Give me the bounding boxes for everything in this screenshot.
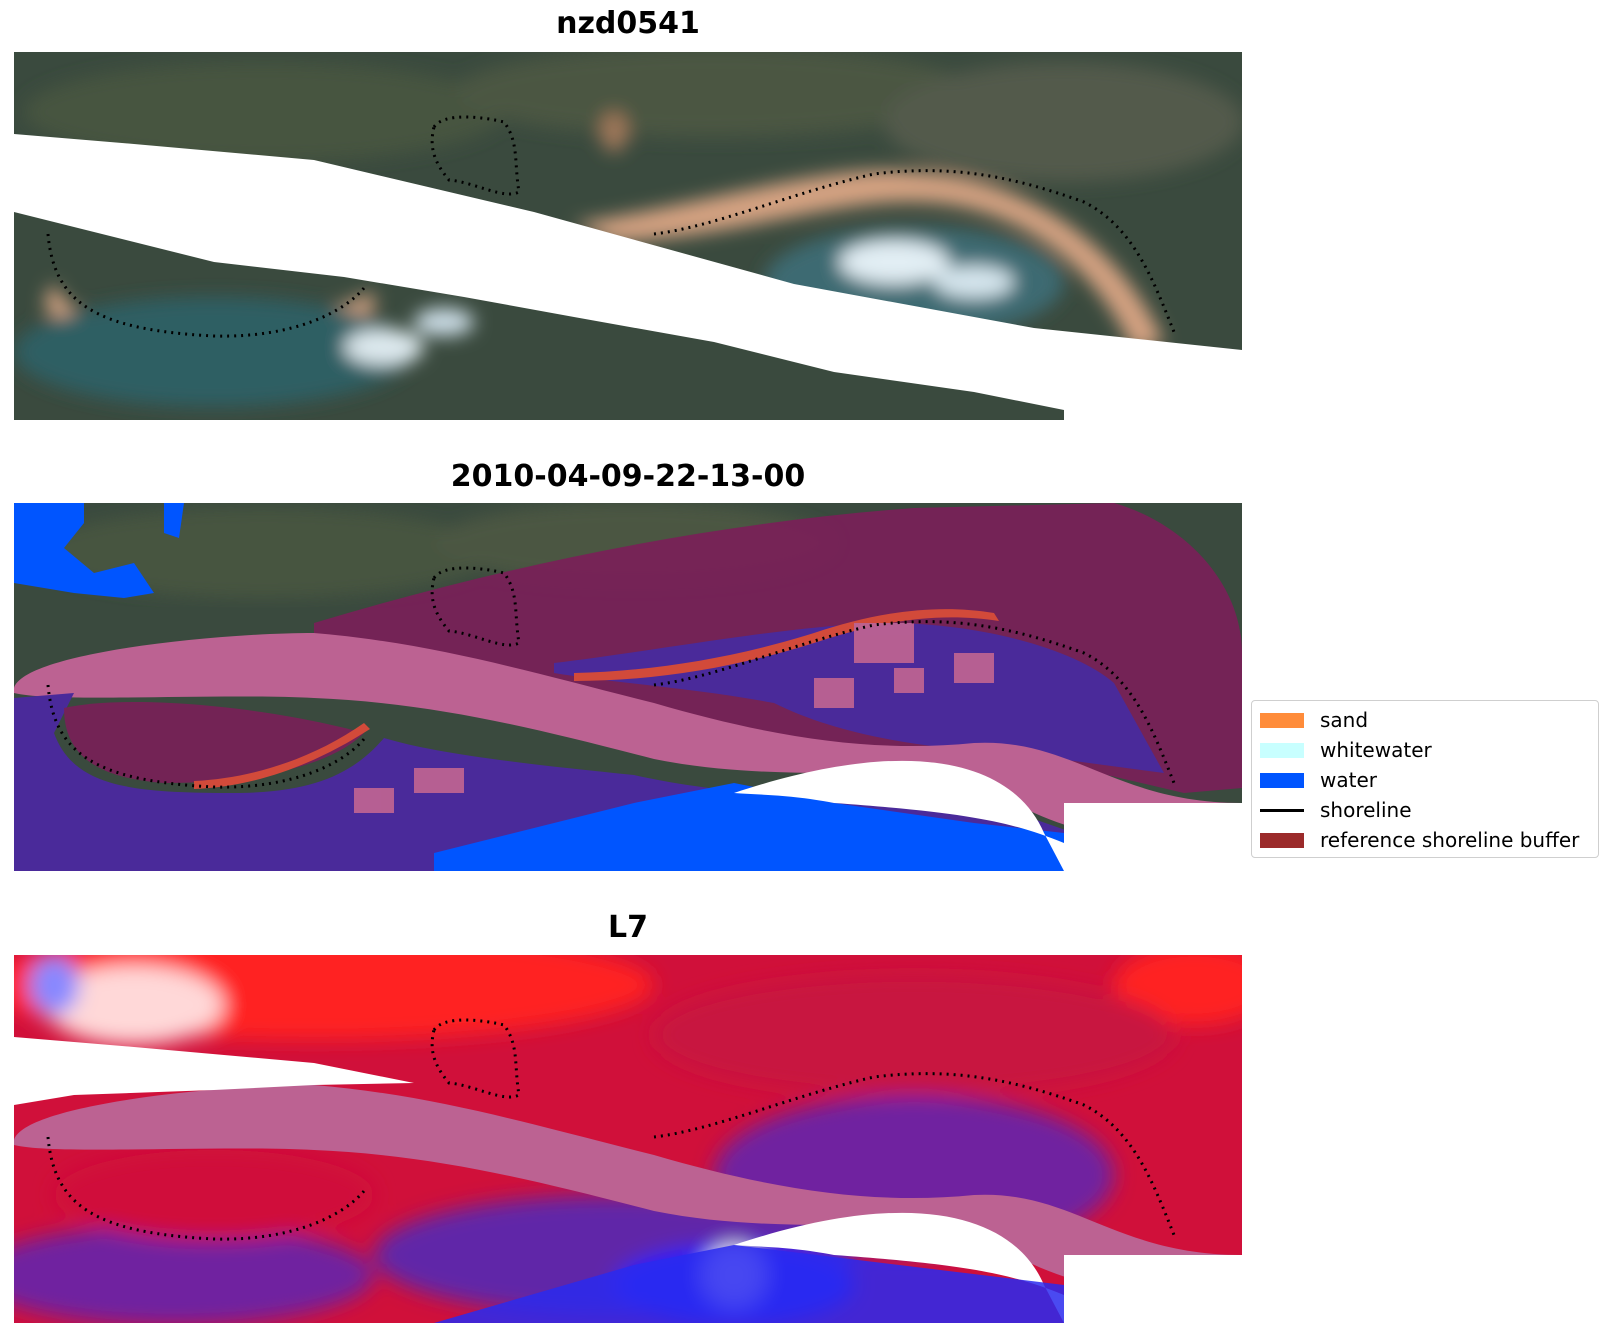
reference-buffer-swatch <box>1260 832 1304 848</box>
rgb-satellite-image <box>14 52 1242 420</box>
panel-title-middle: 2010-04-09-22-13-00 <box>450 459 806 494</box>
whitewater-swatch <box>1260 742 1304 758</box>
legend-item-whitewater: whitewater <box>1260 735 1590 765</box>
panel-title-bottom: L7 <box>608 910 648 945</box>
legend: sand whitewater water shoreline referenc… <box>1251 700 1599 858</box>
legend-item-reference-buffer: reference shoreline buffer <box>1260 825 1590 855</box>
legend-label: sand <box>1320 708 1369 732</box>
water-swatch <box>1260 772 1304 788</box>
legend-label: reference shoreline buffer <box>1320 828 1580 852</box>
legend-item-shoreline: shoreline <box>1260 795 1590 825</box>
legend-item-sand: sand <box>1260 705 1590 735</box>
legend-label: shoreline <box>1320 798 1412 822</box>
index-image <box>14 955 1242 1323</box>
legend-label: water <box>1320 768 1377 792</box>
legend-item-water: water <box>1260 765 1590 795</box>
classified-image <box>14 503 1242 871</box>
sand-swatch <box>1260 712 1304 728</box>
legend-label: whitewater <box>1320 738 1432 762</box>
panel-title-top: nzd0541 <box>556 6 700 41</box>
shoreline-swatch <box>1260 808 1304 812</box>
